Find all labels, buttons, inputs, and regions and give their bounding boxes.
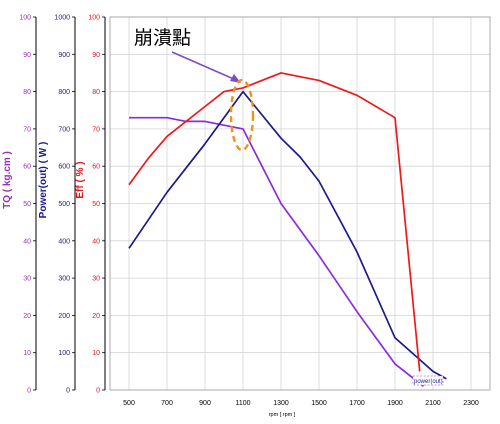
- annotation-text: 崩潰點: [134, 27, 191, 49]
- y-tick-label-eff: 60: [92, 164, 100, 171]
- annotation-arrow: [171, 51, 237, 81]
- series-line-power: [128, 90, 447, 380]
- x-tick-label: 500: [123, 400, 135, 407]
- y-tick-label-tq: 100: [19, 15, 31, 22]
- y-tick-label-eff: 30: [92, 276, 100, 283]
- x-tick-label: 1300: [273, 400, 289, 407]
- y-tick-label-power: 800: [58, 89, 70, 96]
- y-tick-label-power: 400: [58, 238, 70, 245]
- y-tick-label-power: 1000: [54, 15, 70, 22]
- x-tick-label: 700: [161, 400, 173, 407]
- x-tick-label: 2100: [425, 400, 441, 407]
- x-tick-label: 1900: [387, 400, 403, 407]
- x-tick-label: 2300: [463, 400, 479, 407]
- y-tick-label-tq: 30: [23, 276, 31, 283]
- collapse-point-marker: [229, 78, 255, 152]
- plot-frame: [109, 16, 491, 391]
- x-axis-title: rpm [ rpm ]: [269, 412, 296, 418]
- x-tick-label: 900: [199, 400, 211, 407]
- y-tick-label-eff: 0: [96, 388, 100, 395]
- y-tick-label-eff: 40: [92, 238, 100, 245]
- y-tick-label-tq: 70: [23, 126, 31, 133]
- x-tick-label: 1500: [311, 400, 327, 407]
- y-tick-label-eff: 20: [92, 313, 100, 320]
- y-tick-label-tq: 50: [23, 201, 31, 208]
- legend-box: [412, 375, 444, 386]
- y-tick-label-eff: 70: [92, 126, 100, 133]
- y-axis-title-eff: Eff ( % ): [75, 161, 86, 198]
- series-line-tq: [129, 116, 425, 387]
- x-tick-label: 1700: [349, 400, 365, 407]
- y-tick-label-power: 900: [58, 52, 70, 59]
- legend-label: power(out): [414, 379, 443, 385]
- y-tick-label-tq: 0: [27, 388, 31, 395]
- y-tick-label-eff: 50: [92, 201, 100, 208]
- y-tick-label-power: 200: [58, 313, 70, 320]
- y-tick-label-power: 300: [58, 276, 70, 283]
- y-tick-label-eff: 100: [88, 15, 100, 22]
- y-tick-label-tq: 80: [23, 89, 31, 96]
- y-tick-label-power: 0: [66, 388, 70, 395]
- y-tick-label-tq: 10: [23, 350, 31, 357]
- y-tick-label-tq: 20: [23, 313, 31, 320]
- x-tick-label: 1100: [235, 400, 250, 407]
- y-tick-label-power: 100: [58, 350, 70, 357]
- plot-grid: [109, 16, 491, 391]
- y-tick-label-tq: 90: [23, 52, 31, 59]
- y-tick-label-power: 500: [58, 201, 70, 208]
- y-axis-title-tq: TQ ( kg.cm ): [2, 151, 13, 209]
- y-tick-label-eff: 10: [92, 350, 100, 357]
- y-tick-label-power: 600: [58, 164, 70, 171]
- y-tick-label-tq: 40: [23, 238, 31, 245]
- y-tick-label-power: 700: [58, 126, 70, 133]
- y-tick-label-eff: 90: [92, 52, 100, 59]
- series-lines: [128, 72, 447, 387]
- x-axis: 500 700 900 1100 1300 1500 1700 1900 2100 2300 rpm…: [123, 400, 479, 418]
- y-tick-label-eff: 80: [92, 89, 100, 96]
- y-axis-title-power: Power(out) ( W ): [38, 142, 49, 219]
- y-tick-label-tq: 60: [23, 164, 31, 171]
- series-line-eff: [128, 72, 421, 372]
